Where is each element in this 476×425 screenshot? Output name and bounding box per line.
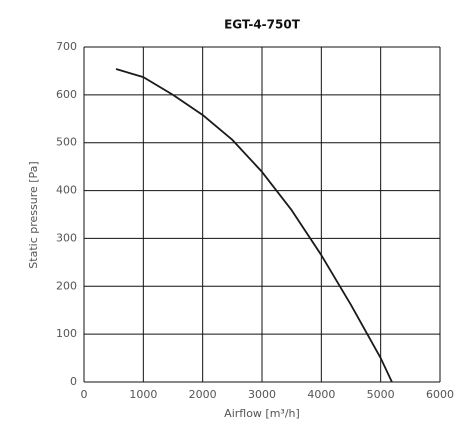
y-tick-label: 500 — [56, 136, 77, 149]
y-tick-label: 100 — [56, 327, 77, 340]
y-tick-label: 400 — [56, 184, 77, 197]
y-axis-label: Static pressure [Pa] — [27, 161, 40, 268]
chart-title: EGT-4-750T — [224, 18, 301, 32]
y-tick-label: 200 — [56, 279, 77, 292]
y-tick-label: 600 — [56, 88, 77, 101]
x-tick-label: 2000 — [189, 388, 217, 401]
y-tick-label: 700 — [56, 40, 77, 53]
x-tick-label: 4000 — [307, 388, 335, 401]
x-tick-label: 6000 — [426, 388, 454, 401]
x-tick-label: 3000 — [248, 388, 276, 401]
x-tick-label: 5000 — [367, 388, 395, 401]
x-axis-label: Airflow [m³/h] — [224, 407, 300, 420]
line — [115, 68, 393, 383]
x-tick-label: 1000 — [129, 388, 157, 401]
x-tick-label: 0 — [81, 388, 88, 401]
y-tick-label: 0 — [70, 375, 77, 388]
y-tick-label: 300 — [56, 231, 77, 244]
